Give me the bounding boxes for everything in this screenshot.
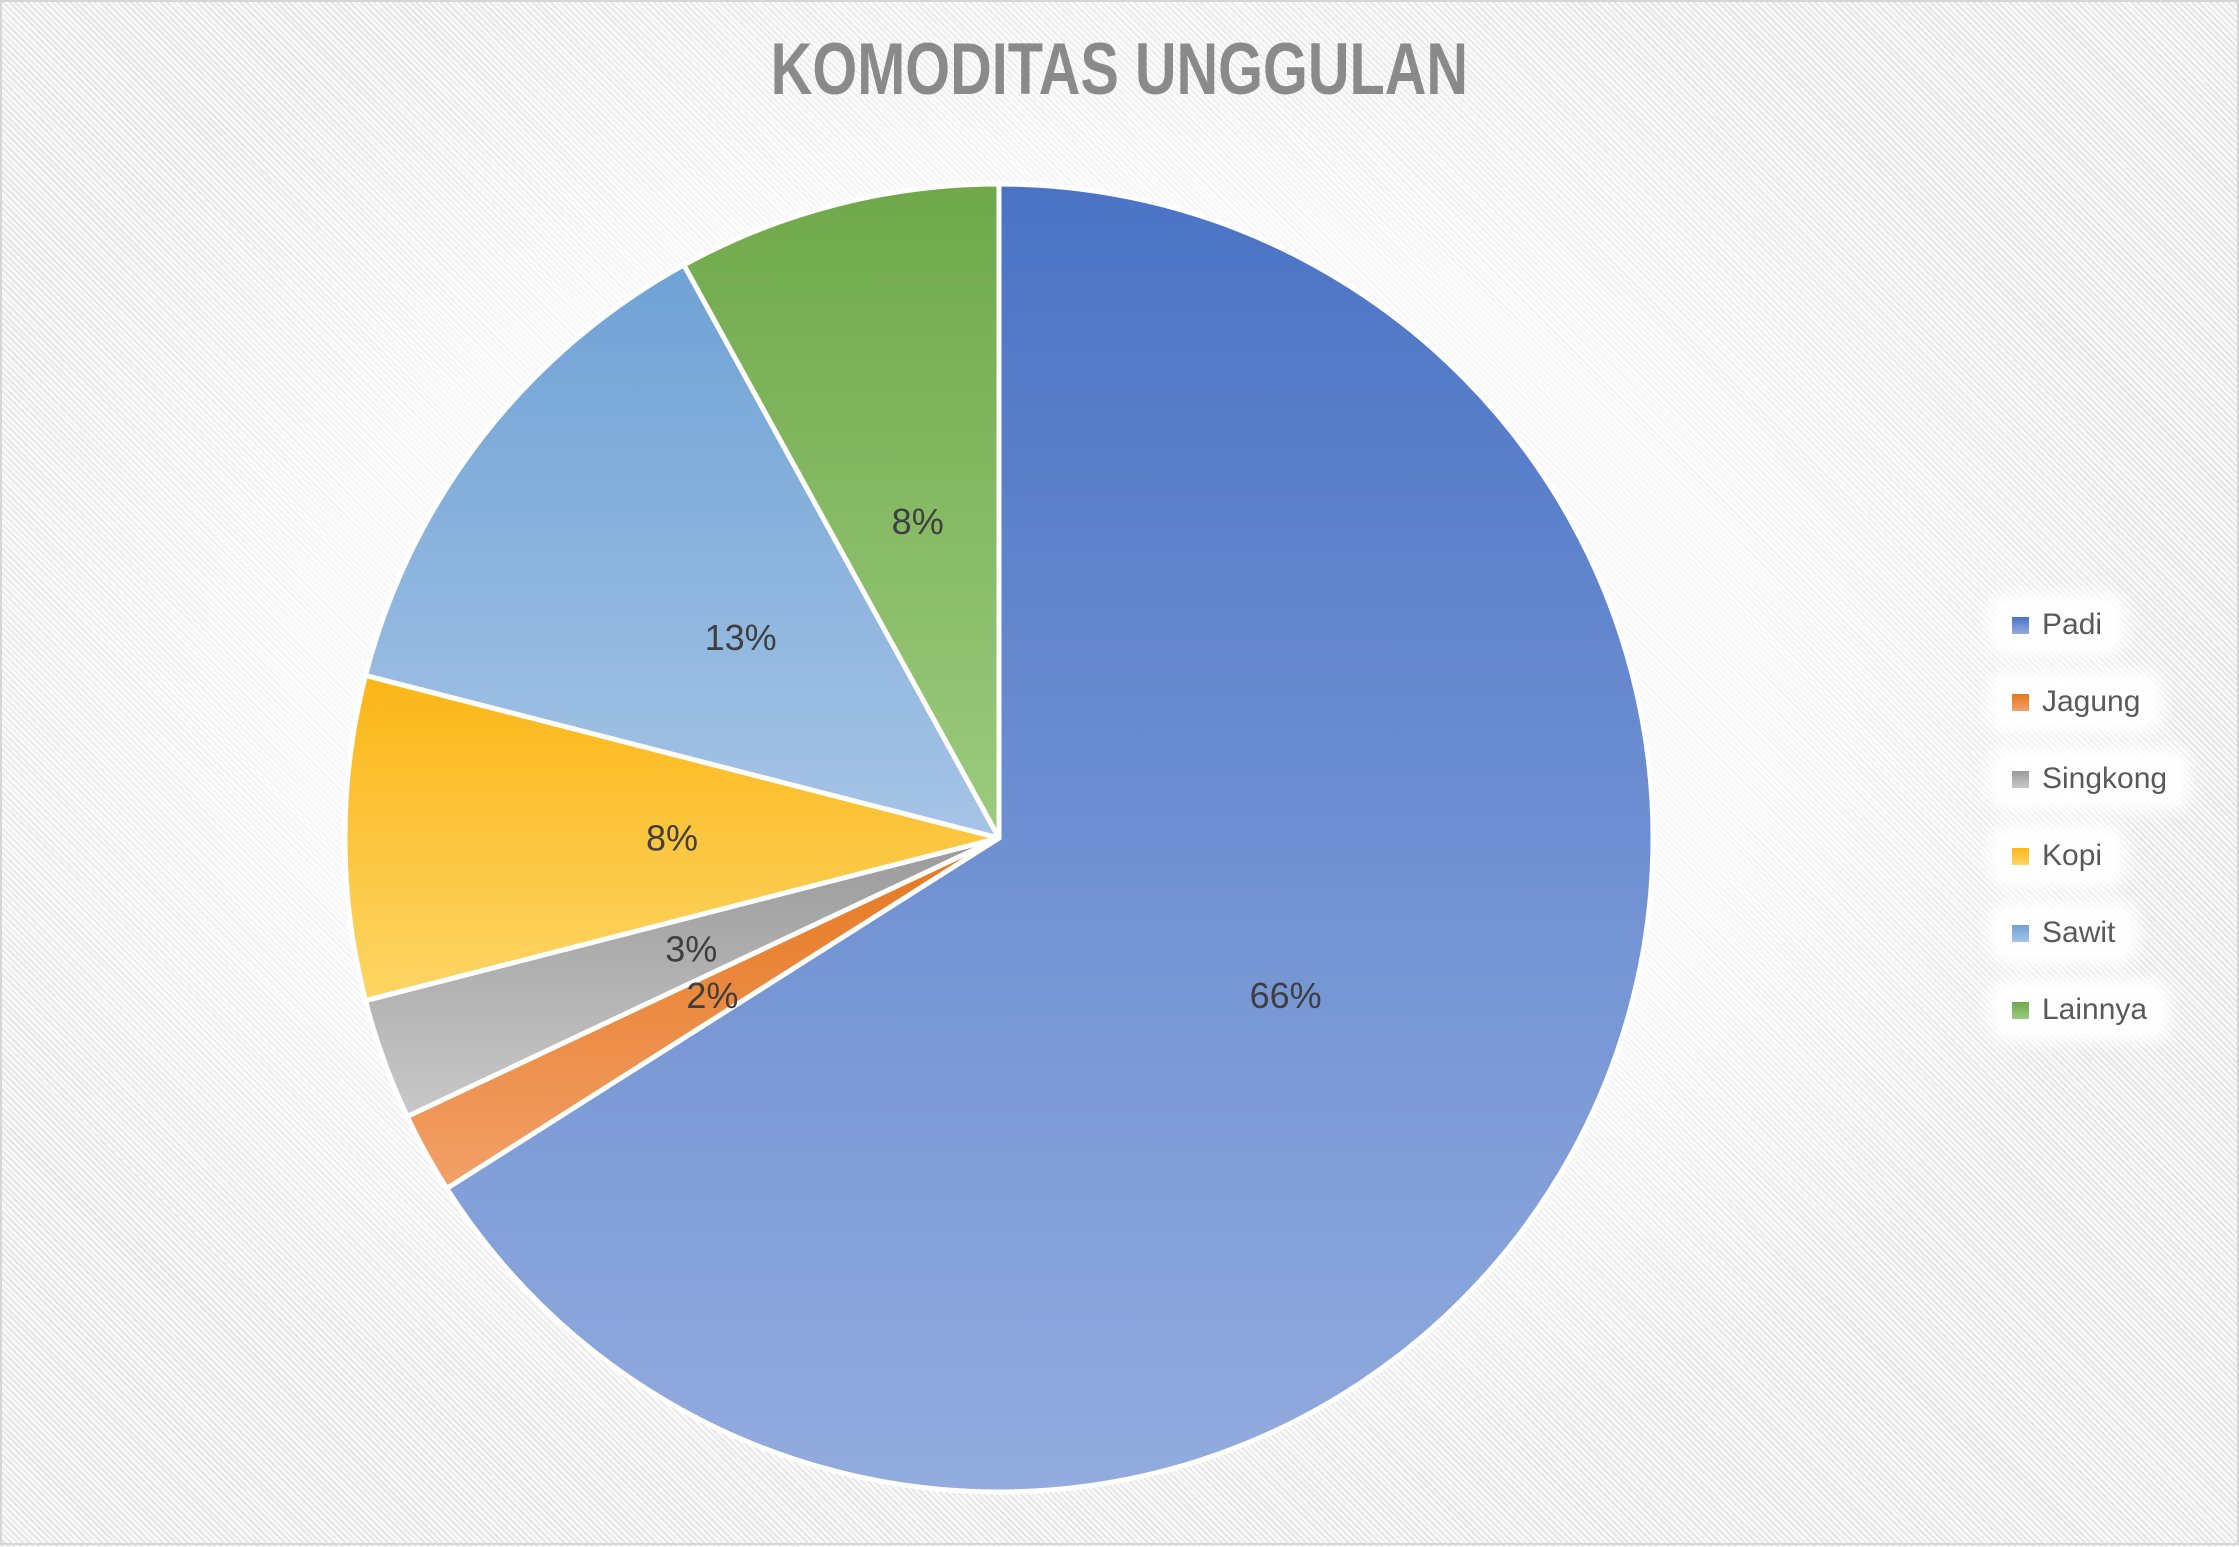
legend-label: Singkong (2042, 762, 2168, 795)
pie-slices-group (342, 181, 1656, 1495)
pie-slice-kopi[interactable] (342, 672, 1002, 1004)
legend-item-singkong[interactable]: Singkong (1998, 756, 2182, 802)
legend-item-lainnya[interactable]: Lainnya (1998, 987, 2162, 1033)
pie-slice-lainnya[interactable] (681, 181, 1002, 841)
pie-slice-sawit[interactable] (363, 262, 1002, 841)
legend-item-sawit[interactable]: Sawit (1998, 910, 2130, 956)
legend-label: Padi (2042, 608, 2103, 641)
legend-color-swatch (2012, 616, 2029, 634)
data-label-jagung: 2% (686, 975, 738, 1016)
data-label-lainnya: 8% (892, 501, 944, 542)
legend-label: Lainnya (2042, 993, 2148, 1026)
pie-labels-group: 66% 2% 3% 8% 13% 8% (646, 501, 1322, 1016)
data-label-sawit: 13% (705, 617, 777, 658)
legend-color-swatch (2012, 770, 2029, 788)
legend-item-kopi[interactable]: Kopi (1998, 833, 2117, 879)
legend-color-swatch (2012, 1001, 2029, 1019)
legend-color-swatch (2012, 693, 2029, 711)
legend-label: Sawit (2042, 916, 2116, 949)
chart-title: KOMODITAS UNGGULAN (2, 28, 2237, 111)
legend-label: Kopi (2042, 839, 2103, 872)
data-label-kopi: 8% (646, 818, 698, 859)
data-label-padi: 66% (1250, 975, 1322, 1016)
legend-item-padi[interactable]: Padi (1998, 602, 2117, 648)
chart-title-text: KOMODITAS UNGGULAN (770, 29, 1469, 110)
pie-slice-padi[interactable] (444, 181, 1656, 1495)
legend-color-swatch (2012, 847, 2029, 865)
chart-legend: Padi Jagung Singkong Kopi Sawit Lainnya (1998, 602, 2182, 1064)
data-label-singkong: 3% (665, 928, 717, 969)
legend-item-jagung[interactable]: Jagung (1998, 679, 2155, 725)
legend-label: Jagung (2042, 685, 2141, 718)
legend-color-swatch (2012, 924, 2029, 942)
